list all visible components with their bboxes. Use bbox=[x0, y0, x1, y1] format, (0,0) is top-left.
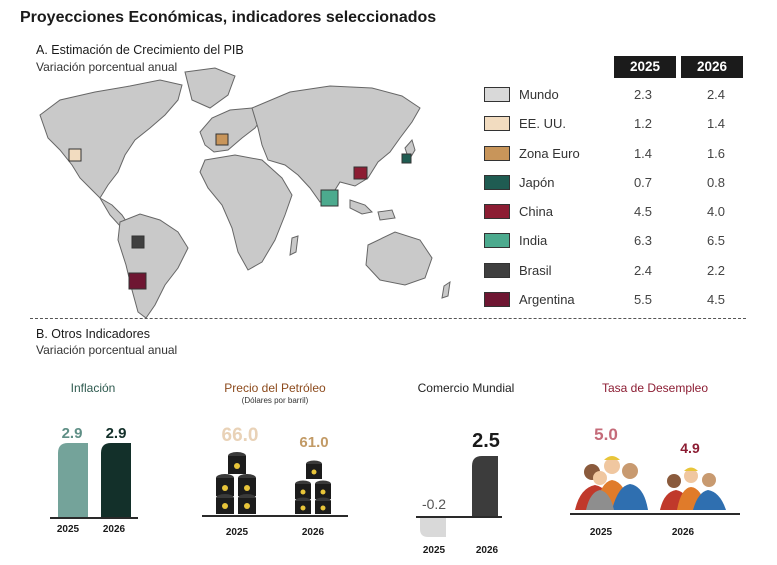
inflation-year-2025: 2025 bbox=[56, 524, 80, 535]
marker-japan bbox=[401, 153, 412, 164]
row-value-2025: 4.5 bbox=[633, 204, 653, 219]
unemployment-value-2025: 5.0 bbox=[594, 425, 618, 444]
gdp-row: India 6.3 6.5 bbox=[484, 231, 744, 251]
page-title: Proyecciones Económicas, indicadores sel… bbox=[20, 9, 437, 26]
section-divider bbox=[30, 318, 746, 319]
unemployment-value-2026: 4.9 bbox=[680, 440, 700, 456]
gdp-row: Mundo 2.3 2.4 bbox=[484, 85, 744, 105]
workers-2025-icon bbox=[575, 456, 648, 510]
section-b-title: B. Otros Indicadores bbox=[36, 327, 150, 341]
row-label: EE. UU. bbox=[519, 116, 566, 131]
marker-india bbox=[320, 189, 339, 207]
row-value-2026: 1.4 bbox=[706, 116, 726, 131]
row-value-2025: 5.5 bbox=[633, 292, 653, 307]
row-label: Argentina bbox=[519, 292, 575, 307]
row-value-2025: 2.4 bbox=[633, 263, 653, 278]
row-label: Japón bbox=[519, 175, 555, 190]
inflation-title: Inflación bbox=[70, 381, 116, 395]
legend-swatch bbox=[484, 263, 510, 278]
inflation-value-2026: 2.9 bbox=[105, 425, 127, 442]
row-value-2025: 0.7 bbox=[633, 175, 653, 190]
trade-year-2026: 2026 bbox=[475, 545, 499, 556]
row-label: Mundo bbox=[519, 87, 559, 102]
row-value-2026: 2.4 bbox=[706, 87, 726, 102]
row-label: Zona Euro bbox=[519, 146, 580, 161]
unemployment-year-2026: 2026 bbox=[671, 527, 695, 538]
legend-swatch bbox=[484, 233, 510, 248]
gdp-row: Argentina 5.5 4.5 bbox=[484, 290, 744, 310]
marker-usa bbox=[68, 148, 82, 162]
legend-swatch bbox=[484, 292, 510, 307]
row-value-2025: 1.4 bbox=[633, 146, 653, 161]
trade-bar-2025 bbox=[420, 517, 446, 537]
legend-swatch bbox=[484, 87, 510, 102]
legend-swatch bbox=[484, 175, 510, 190]
oil-year-2025: 2025 bbox=[225, 527, 249, 538]
oil-barrels-2025-icon bbox=[216, 452, 256, 514]
row-value-2026: 6.5 bbox=[706, 233, 726, 248]
row-value-2025: 1.2 bbox=[633, 116, 653, 131]
row-value-2026: 1.6 bbox=[706, 146, 726, 161]
legend-swatch bbox=[484, 146, 510, 161]
table-col-2026: 2026 bbox=[681, 56, 743, 78]
gdp-row: EE. UU. 1.2 1.4 bbox=[484, 114, 744, 134]
legend-swatch bbox=[484, 204, 510, 219]
trade-title: Comercio Mundial bbox=[417, 381, 515, 395]
oil-value-2025: 66.0 bbox=[221, 425, 259, 446]
table-col-2025: 2025 bbox=[614, 56, 676, 78]
row-label: Brasil bbox=[519, 263, 552, 278]
marker-brazil bbox=[131, 235, 145, 249]
workers-2026-icon bbox=[660, 467, 726, 510]
oil-subtitle: (Dólares por barril) bbox=[241, 396, 309, 405]
unemployment-title: Tasa de Desempleo bbox=[601, 381, 709, 395]
inflation-bar-2025 bbox=[58, 443, 88, 518]
unemployment-year-2025: 2025 bbox=[589, 527, 613, 538]
row-value-2026: 0.8 bbox=[706, 175, 726, 190]
gdp-row: Zona Euro 1.4 1.6 bbox=[484, 144, 744, 164]
row-label: India bbox=[519, 233, 548, 248]
inflation-value-2025: 2.9 bbox=[61, 425, 83, 442]
gdp-row: China 4.5 4.0 bbox=[484, 202, 744, 222]
trade-bar-2026 bbox=[472, 456, 498, 517]
trade-value-2026: 2.5 bbox=[472, 430, 500, 452]
marker-china bbox=[353, 166, 368, 180]
gdp-row: Brasil 2.4 2.2 bbox=[484, 261, 744, 281]
row-value-2025: 2.3 bbox=[633, 87, 653, 102]
section-b-subtitle: Variación porcentual anual bbox=[36, 343, 178, 357]
trade-value-2025: -0.2 bbox=[421, 496, 447, 512]
oil-year-2026: 2026 bbox=[301, 527, 325, 538]
oil-title: Precio del Petróleo bbox=[224, 381, 326, 395]
row-label: China bbox=[519, 204, 553, 219]
row-value-2026: 2.2 bbox=[706, 263, 726, 278]
gdp-row: Japón 0.7 0.8 bbox=[484, 173, 744, 193]
inflation-year-2026: 2026 bbox=[102, 524, 126, 535]
marker-eurozone bbox=[215, 133, 229, 146]
trade-year-2025: 2025 bbox=[422, 545, 446, 556]
legend-swatch bbox=[484, 116, 510, 131]
oil-value-2026: 61.0 bbox=[299, 434, 329, 451]
row-value-2026: 4.5 bbox=[706, 292, 726, 307]
marker-argentina bbox=[128, 272, 147, 290]
row-value-2026: 4.0 bbox=[706, 204, 726, 219]
section-a-title: A. Estimación de Crecimiento del PIB bbox=[36, 43, 244, 57]
inflation-bar-2026 bbox=[101, 443, 131, 518]
row-value-2025: 6.3 bbox=[633, 233, 653, 248]
section-a-subtitle: Variación porcentual anual bbox=[36, 60, 178, 74]
oil-barrels-2026-icon bbox=[295, 460, 331, 514]
